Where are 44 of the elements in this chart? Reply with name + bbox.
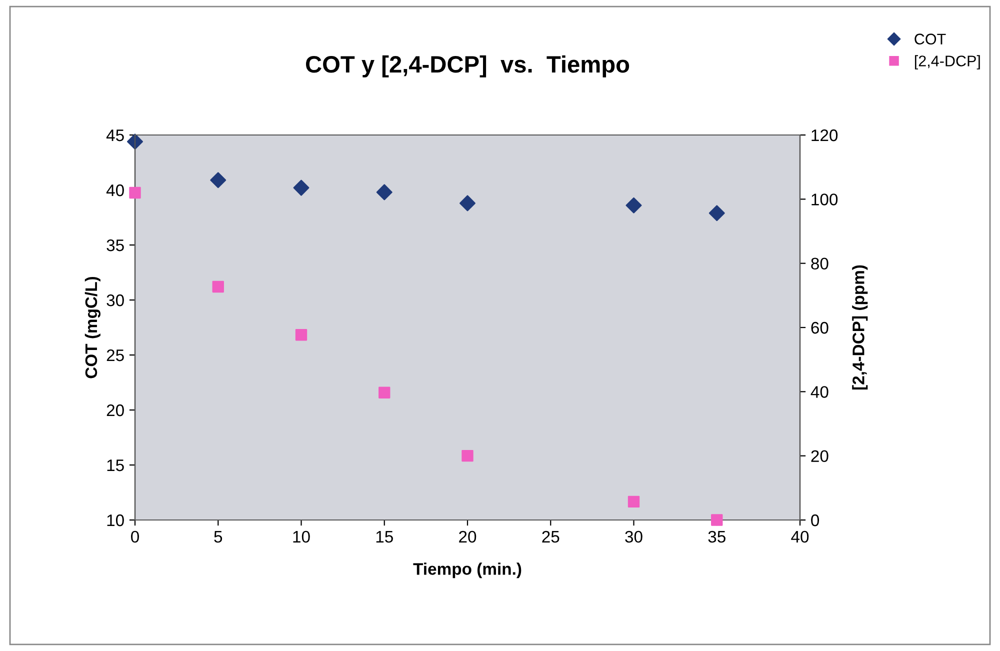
y-tick-label: 10 (107, 514, 124, 526)
point (711, 514, 723, 526)
x-tick-label: 0 (131, 530, 139, 543)
y-tick-label: 15 (107, 460, 124, 472)
x-tick-label: 40 (791, 530, 809, 543)
point (376, 184, 392, 200)
y2-tick-label: 80 (811, 258, 828, 270)
x-tick-label: 20 (459, 530, 476, 543)
x-tick-label: 10 (293, 530, 310, 543)
point (295, 329, 308, 341)
x-tick-label: 30 (625, 530, 642, 543)
y2-tick-label: 100 (812, 194, 838, 206)
y2-tick-label: 40 (810, 386, 828, 398)
y-tick-label: 45 (106, 130, 124, 142)
x-tick-label: 15 (376, 531, 393, 543)
y-tick-label: 25 (106, 349, 124, 362)
point (127, 134, 143, 150)
point (210, 172, 226, 188)
point (626, 197, 642, 214)
point (460, 195, 476, 212)
y-tick-label: 40 (106, 184, 124, 196)
chart-title: COT y [2,4-DCP] vs. Tiempo (306, 55, 630, 78)
y2-tick-label: 20 (811, 450, 828, 462)
point (462, 450, 474, 462)
x-tick-label: 35 (708, 530, 726, 543)
point (293, 180, 310, 196)
point (708, 205, 725, 222)
y2-tick-label: 60 (811, 322, 828, 334)
y-tick-label: 20 (106, 404, 124, 416)
legend-label: COT (914, 34, 946, 44)
x-axis-title: Tiempo (min.) (413, 562, 522, 578)
y2-tick-label: 120 (812, 129, 838, 142)
y2-axis-title: [2,4-DCP] (ppm) (852, 265, 868, 390)
x-tick-label: 5 (214, 531, 222, 543)
x-tick-label: 25 (542, 530, 560, 543)
point (129, 186, 141, 199)
point (212, 280, 224, 293)
y2-tick-label: 0 (811, 514, 820, 526)
point (628, 496, 640, 508)
y-tick-label: 35 (106, 239, 124, 252)
y-axis-title: COT (mgC/L) (84, 276, 100, 378)
legend-label: [2,4-DCP] (914, 55, 980, 70)
point (378, 386, 390, 398)
y-tick-label: 30 (106, 294, 124, 306)
